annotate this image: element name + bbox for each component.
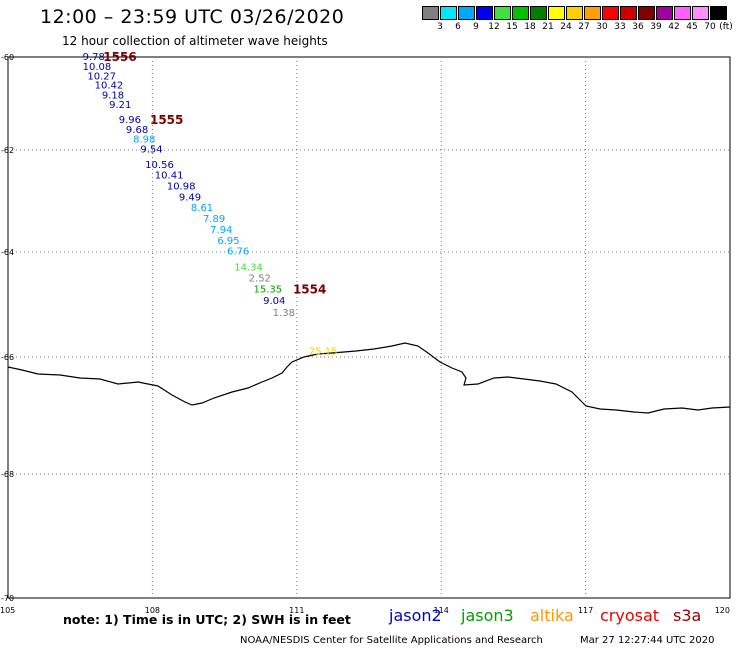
wave-height-value: 25.15 xyxy=(309,346,338,357)
wave-height-value: 10.27 xyxy=(87,71,116,82)
colorbar-swatch xyxy=(458,6,475,20)
wave-height-value: 9.68 xyxy=(126,125,148,136)
colorbar-tick: 15 xyxy=(506,22,518,32)
lon-tick-label: 111 xyxy=(289,606,304,615)
lat-tick-label: -60 xyxy=(1,53,14,62)
lat-tick-label: -64 xyxy=(1,248,14,257)
track-pass-label: 1555 xyxy=(150,113,183,127)
colorbar-tick: 33 xyxy=(614,22,626,32)
colorbar-unit: (ft) xyxy=(719,22,733,32)
wave-height-value: 6.95 xyxy=(217,236,239,247)
wave-height-value: 9.78 xyxy=(83,52,105,63)
coastline xyxy=(7,342,731,414)
colorbar-swatch xyxy=(656,6,673,20)
credit-line: NOAA/NESDIS Center for Satellite Applica… xyxy=(240,635,543,646)
colorbar-tick: 3 xyxy=(437,22,443,32)
wave-height-value: 6.76 xyxy=(227,247,249,258)
wave-height-value: 14.34 xyxy=(234,262,263,273)
lon-tick-label: 114 xyxy=(434,606,449,615)
altimeter-observations: 9.7810.0810.2710.429.189.219.969.688.989… xyxy=(83,52,338,358)
lon-tick-label: 120 xyxy=(715,606,730,615)
wave-height-value: 10.42 xyxy=(95,81,124,92)
lat-tick-label: -70 xyxy=(1,594,14,603)
colorbar-swatch xyxy=(602,6,619,20)
wave-height-value: 15.35 xyxy=(253,284,282,295)
wave-height-value: 7.89 xyxy=(203,214,225,225)
colorbar-tick: 39 xyxy=(650,22,662,32)
footnote: note: 1) Time is in UTC; 2) SWH is in fe… xyxy=(63,612,351,627)
colorbar-swatch xyxy=(530,6,547,20)
wave-height-value: 9.21 xyxy=(109,100,131,111)
colorbar-tick: 12 xyxy=(488,22,500,32)
lon-tick-label: 105 xyxy=(0,606,15,615)
colorbar-swatch xyxy=(620,6,637,20)
colorbar-swatch xyxy=(584,6,601,20)
colorbar-tick: 21 xyxy=(542,22,554,32)
track-pass-label: 1556 xyxy=(103,50,136,64)
colorbar-swatch xyxy=(638,6,655,20)
colorbar-swatch xyxy=(674,6,691,20)
colorbar-swatch xyxy=(710,6,727,20)
wave-height-value: 9.54 xyxy=(140,145,162,156)
colorbar-swatch xyxy=(422,6,439,20)
mission-s3a: s3a xyxy=(673,606,702,625)
lat-tick-label: -62 xyxy=(1,146,14,155)
map-frame xyxy=(7,56,731,599)
map-title: 12:00 – 23:59 UTC 03/26/2020 xyxy=(40,6,345,28)
lon-tick-label: 108 xyxy=(145,606,160,615)
colorbar-swatch xyxy=(692,6,709,20)
mission-jason3: jason3 xyxy=(461,606,514,625)
colorbar-tick: 24 xyxy=(560,22,572,32)
colorbar-tick: 18 xyxy=(524,22,536,32)
colorbar-swatch xyxy=(440,6,457,20)
wave-height-value: 9.04 xyxy=(263,296,285,307)
wave-height-value: 10.56 xyxy=(145,160,174,171)
colorbar-swatch xyxy=(476,6,493,20)
wave-height-value: 8.98 xyxy=(133,135,155,146)
mission-altika: altika xyxy=(530,606,574,625)
colorbar-tick: 70 xyxy=(704,22,716,32)
colorbar-swatch xyxy=(548,6,565,20)
mission-cryosat: cryosat xyxy=(600,606,660,625)
generation-timestamp: Mar 27 12:27:44 UTC 2020 xyxy=(580,635,715,646)
wave-height-value: 8.61 xyxy=(191,203,213,214)
lat-tick-label: -66 xyxy=(1,353,14,362)
lat-tick-label: -68 xyxy=(1,470,14,479)
wave-height-value: 7.94 xyxy=(210,225,232,236)
colorbar-tick: 30 xyxy=(596,22,608,32)
colorbar-swatch xyxy=(512,6,529,20)
wave-height-value: 2.52 xyxy=(249,273,271,284)
colorbar-tick: 9 xyxy=(473,22,479,32)
wave-height-value: 9.96 xyxy=(119,115,141,126)
wave-height-value: 9.18 xyxy=(102,90,124,101)
wave-height-value: 9.49 xyxy=(179,192,201,203)
wave-height-value: 10.08 xyxy=(83,62,112,73)
colorbar-tick: 27 xyxy=(578,22,590,32)
colorbar-tick: 45 xyxy=(686,22,698,32)
colorbar-tick: 42 xyxy=(668,22,680,32)
wave-height-colorbar: 3 6 9 12 15 18 21 24 27 30 33 36 39 42 45 70 (ft) xyxy=(422,6,740,36)
colorbar-swatch xyxy=(566,6,583,20)
wave-height-value: 10.98 xyxy=(167,181,196,192)
lon-tick-label: 117 xyxy=(578,606,593,615)
mission-jason2: jason2 xyxy=(389,606,442,625)
colorbar-swatch xyxy=(494,6,511,20)
map-subtitle: 12 hour collection of altimeter wave hei… xyxy=(62,34,328,48)
colorbar-tick: 6 xyxy=(455,22,461,32)
wave-height-value: 1.38 xyxy=(273,308,295,319)
colorbar-tick: 36 xyxy=(632,22,644,32)
track-pass-label: 1554 xyxy=(293,282,326,296)
wave-height-value: 10.41 xyxy=(155,171,184,182)
